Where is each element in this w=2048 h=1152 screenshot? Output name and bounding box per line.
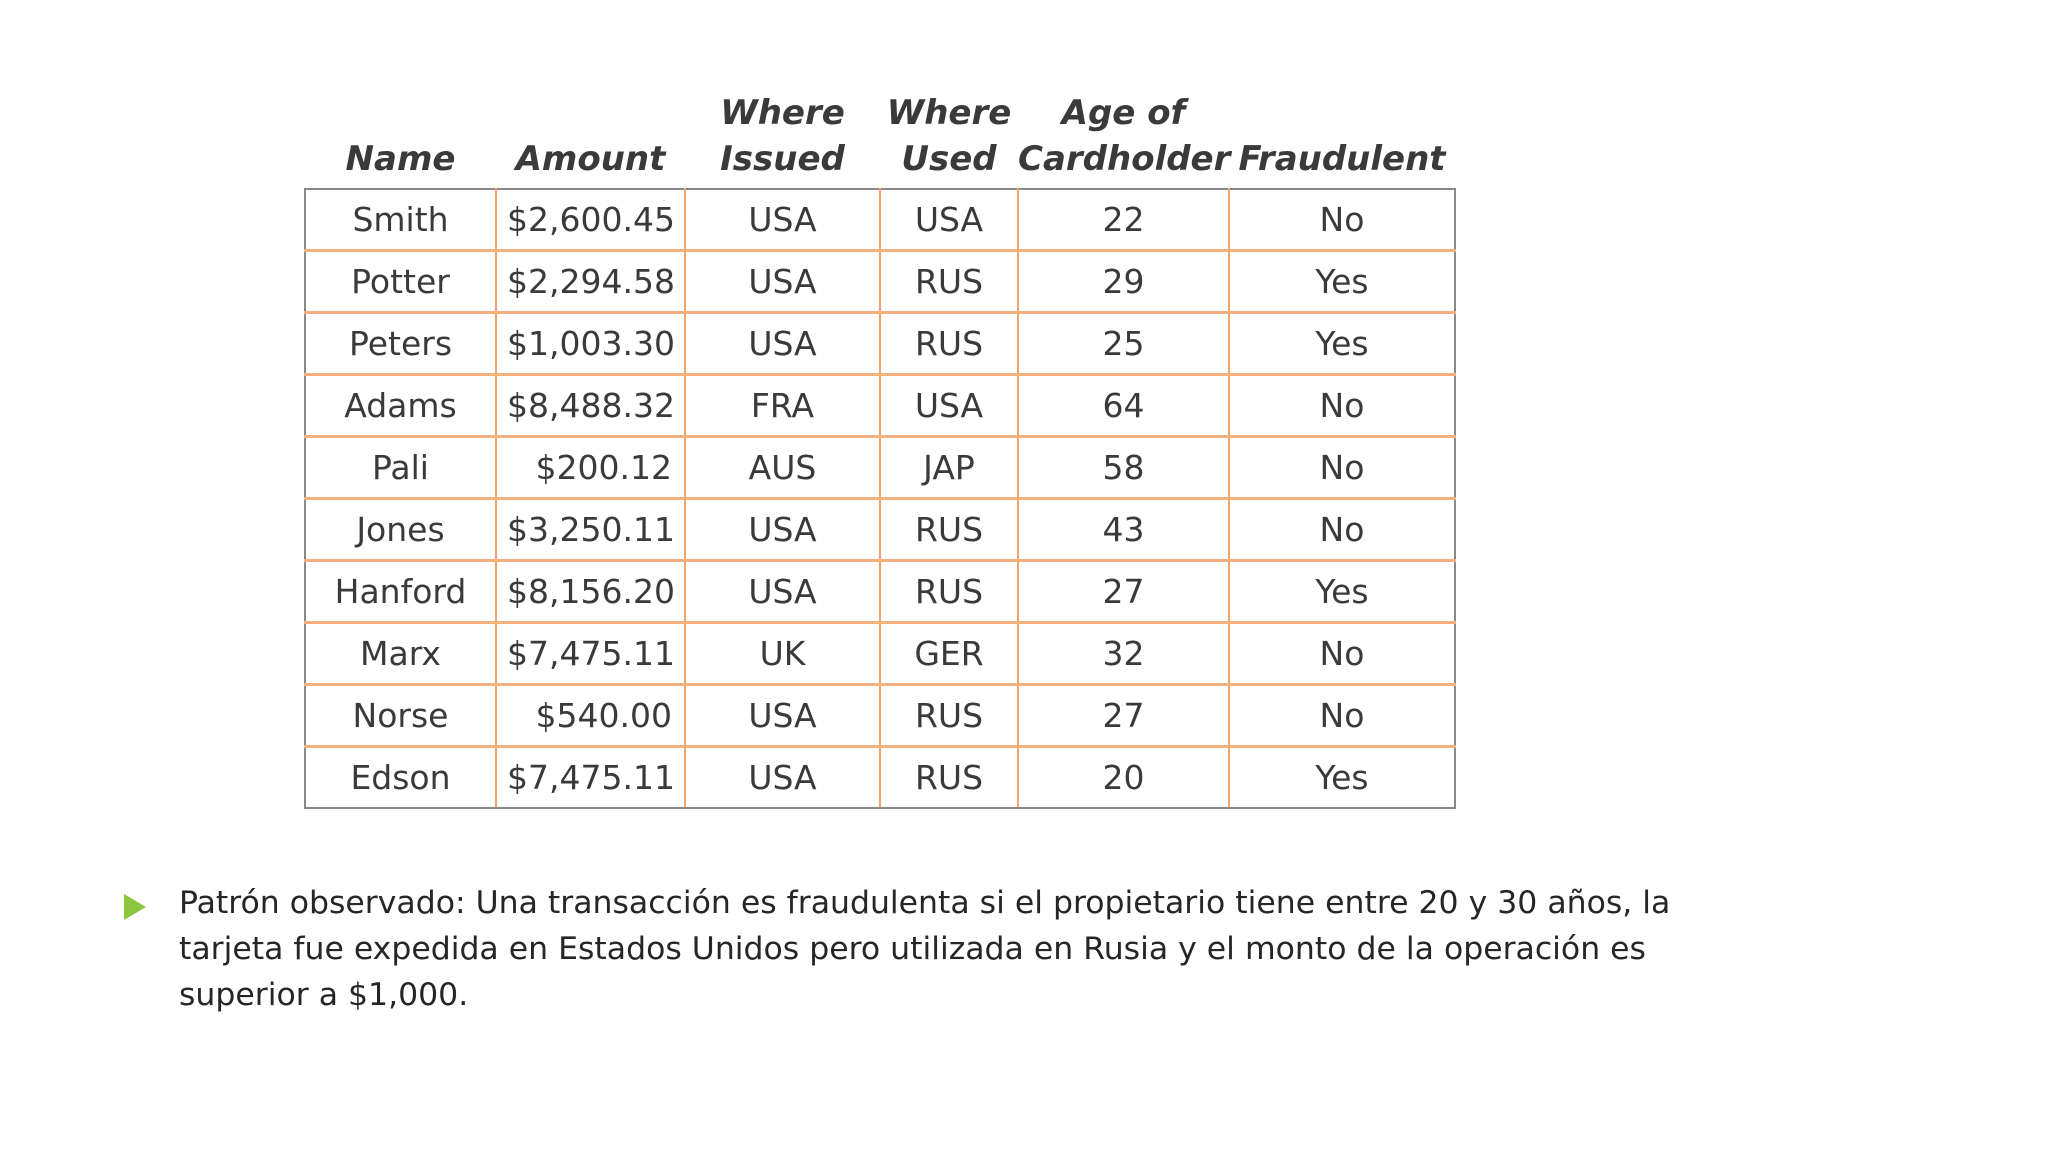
cell-age: 43	[1017, 497, 1230, 562]
header-fraudulent: Fraudulent	[1229, 82, 1455, 189]
triangle-bullet-icon	[124, 894, 146, 920]
cell-where-used: RUS	[879, 559, 1019, 624]
cell-fraudulent: Yes	[1228, 745, 1456, 809]
cell-where-issued: USA	[684, 745, 881, 809]
cell-where-issued: USA	[684, 683, 881, 748]
header-where-used-line2: Used	[901, 139, 997, 179]
cell-age: 29	[1017, 249, 1230, 314]
cell-amount: $540.00	[495, 683, 686, 748]
table-row: Peters $1,003.30 USA RUS 25 Yes	[304, 311, 1456, 376]
cell-where-issued: AUS	[684, 435, 881, 500]
header-age-of-cardholder: Age of Cardholder	[1018, 82, 1231, 189]
header-where-issued-line1: Where	[720, 93, 845, 133]
cell-fraudulent: Yes	[1228, 311, 1456, 376]
header-fraudulent-line2: Fraudulent	[1238, 139, 1446, 179]
cell-age: 20	[1017, 745, 1230, 809]
cell-where-used: USA	[879, 188, 1019, 252]
cell-fraudulent: Yes	[1228, 249, 1456, 314]
cell-name: Jones	[304, 497, 497, 562]
table-row: Norse $540.00 USA RUS 27 No	[304, 683, 1456, 748]
cell-where-used: JAP	[879, 435, 1019, 500]
cell-age: 27	[1017, 683, 1230, 748]
cell-amount: $200.12	[495, 435, 686, 500]
table-row: Jones $3,250.11 USA RUS 43 No	[304, 497, 1456, 562]
header-age-line2: Cardholder	[1018, 139, 1231, 179]
cell-where-issued: USA	[684, 311, 881, 376]
cell-where-issued: FRA	[684, 373, 881, 438]
cell-where-issued: USA	[684, 249, 881, 314]
cell-age: 25	[1017, 311, 1230, 376]
header-name: Name	[305, 82, 496, 189]
cell-fraudulent: No	[1228, 621, 1456, 686]
cell-age: 32	[1017, 621, 1230, 686]
cell-where-used: RUS	[879, 745, 1019, 809]
observed-pattern-note: Patrón observado: Una transacción es fra…	[124, 880, 1684, 1018]
cell-amount: $8,488.32	[495, 373, 686, 438]
cell-name: Marx	[304, 621, 497, 686]
cell-age: 58	[1017, 435, 1230, 500]
header-where-issued: Where Issued	[685, 82, 880, 189]
cell-fraudulent: No	[1228, 683, 1456, 748]
cell-fraudulent: Yes	[1228, 559, 1456, 624]
cell-where-used: RUS	[879, 311, 1019, 376]
header-where-used-line1: Where	[886, 93, 1012, 133]
table-row: Edson $7,475.11 USA RUS 20 Yes	[304, 745, 1456, 809]
header-where-issued-line2: Issued	[720, 139, 845, 179]
cell-name: Adams	[304, 373, 497, 438]
cell-fraudulent: No	[1228, 373, 1456, 438]
cell-name: Norse	[304, 683, 497, 748]
transactions-table-region: Name Amount Where Issued Where Used	[304, 82, 1456, 809]
cell-where-used: RUS	[879, 683, 1019, 748]
cell-amount: $7,475.11	[495, 621, 686, 686]
cell-where-issued: USA	[684, 559, 881, 624]
cell-fraudulent: No	[1228, 497, 1456, 562]
cell-age: 27	[1017, 559, 1230, 624]
cell-amount: $1,003.30	[495, 311, 686, 376]
table-row: Smith $2,600.45 USA USA 22 No	[304, 188, 1456, 252]
header-where-used: Where Used	[880, 82, 1018, 189]
cell-name: Potter	[304, 249, 497, 314]
cell-amount: $3,250.11	[495, 497, 686, 562]
header-amount: Amount	[496, 82, 685, 189]
cell-where-issued: UK	[684, 621, 881, 686]
cell-name: Edson	[304, 745, 497, 809]
cell-amount: $2,600.45	[495, 188, 686, 252]
cell-fraudulent: No	[1228, 435, 1456, 500]
observed-pattern-text: Patrón observado: Una transacción es fra…	[179, 885, 1671, 1013]
cell-amount: $7,475.11	[495, 745, 686, 809]
table-header-row: Name Amount Where Issued Where Used	[305, 82, 1455, 189]
cell-age: 22	[1017, 188, 1230, 252]
cell-name: Pali	[304, 435, 497, 500]
table-row: Hanford $8,156.20 USA RUS 27 Yes	[304, 559, 1456, 624]
cell-fraudulent: No	[1228, 188, 1456, 252]
table-row: Potter $2,294.58 USA RUS 29 Yes	[304, 249, 1456, 314]
cell-where-used: RUS	[879, 497, 1019, 562]
table-row: Adams $8,488.32 FRA USA 64 No	[304, 373, 1456, 438]
table-row: Pali $200.12 AUS JAP 58 No	[304, 435, 1456, 500]
header-name-line2: Name	[345, 139, 456, 179]
table-row: Marx $7,475.11 UK GER 32 No	[304, 621, 1456, 686]
cell-where-issued: USA	[684, 497, 881, 562]
cell-name: Smith	[304, 188, 497, 252]
cell-amount: $8,156.20	[495, 559, 686, 624]
transactions-table: Name Amount Where Issued Where Used	[304, 82, 1456, 809]
cell-amount: $2,294.58	[495, 249, 686, 314]
cell-where-used: USA	[879, 373, 1019, 438]
cell-name: Peters	[304, 311, 497, 376]
cell-where-issued: USA	[684, 188, 881, 252]
header-amount-line2: Amount	[515, 139, 666, 179]
cell-name: Hanford	[304, 559, 497, 624]
cell-age: 64	[1017, 373, 1230, 438]
cell-where-used: RUS	[879, 249, 1019, 314]
cell-where-used: GER	[879, 621, 1019, 686]
header-age-line1: Age of	[1061, 93, 1186, 133]
